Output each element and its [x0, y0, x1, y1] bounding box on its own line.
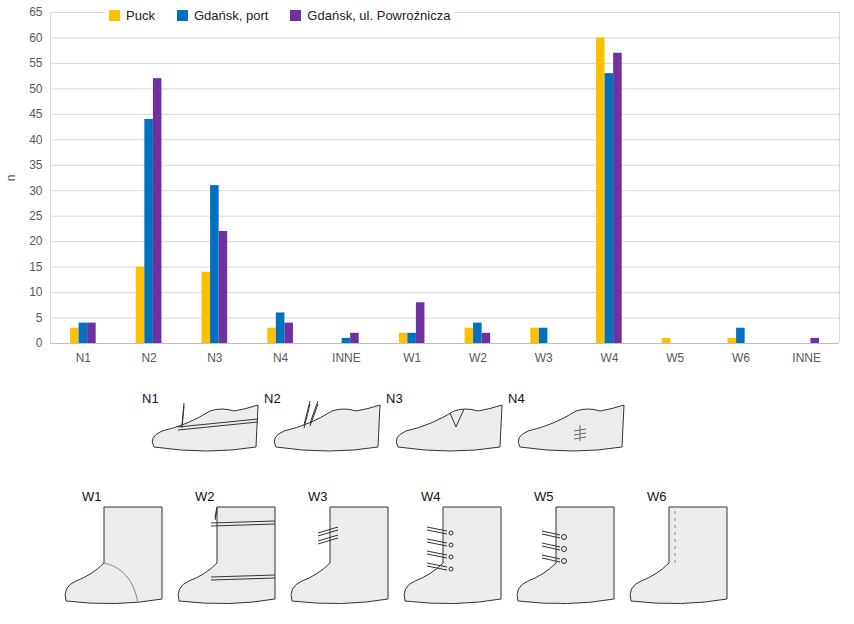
svg-text:W2: W2: [195, 489, 215, 504]
svg-text:N3: N3: [386, 391, 403, 406]
svg-text:N4: N4: [273, 351, 289, 365]
svg-text:INNE: INNE: [792, 351, 821, 365]
html-text:Gdańsk, ul. Powroźnicza: Gdańsk, ul. Powroźnicza: [307, 8, 451, 23]
svg-text:0: 0: [36, 336, 43, 350]
svg-text:N3: N3: [207, 351, 223, 365]
svg-text:W3: W3: [308, 489, 328, 504]
svg-text:W6: W6: [647, 489, 667, 504]
svg-text:30: 30: [29, 184, 43, 198]
svg-text:N4: N4: [508, 391, 525, 406]
svg-text:10: 10: [29, 285, 43, 299]
svg-text:n: n: [4, 175, 18, 182]
svg-text:INNE: INNE: [332, 351, 361, 365]
svg-text:5: 5: [36, 311, 43, 325]
svg-text:15: 15: [29, 260, 43, 274]
svg-text:N2: N2: [141, 351, 157, 365]
svg-text:N1: N1: [142, 391, 159, 406]
svg-text:40: 40: [29, 133, 43, 147]
svg-text:W4: W4: [600, 351, 618, 365]
svg-text:55: 55: [29, 56, 43, 70]
svg-text:45: 45: [29, 107, 43, 121]
svg-text:W2: W2: [469, 351, 487, 365]
svg-text:N2: N2: [264, 391, 281, 406]
svg-text:65: 65: [29, 5, 43, 19]
svg-text:25: 25: [29, 209, 43, 223]
svg-text:W4: W4: [421, 489, 441, 504]
svg-text:W3: W3: [535, 351, 553, 365]
svg-text:60: 60: [29, 31, 43, 45]
svg-text:W1: W1: [403, 351, 421, 365]
svg-text:N1: N1: [76, 351, 92, 365]
svg-text:35: 35: [29, 158, 43, 172]
html-text:Gdańsk, port: Gdańsk, port: [193, 8, 269, 23]
html-text:Puck: Puck: [126, 8, 155, 23]
svg-text:W5: W5: [666, 351, 684, 365]
svg-text:50: 50: [29, 82, 43, 96]
svg-text:20: 20: [29, 234, 43, 248]
svg-text:W6: W6: [732, 351, 750, 365]
svg-text:W5: W5: [534, 489, 554, 504]
svg-text:W1: W1: [82, 489, 102, 504]
